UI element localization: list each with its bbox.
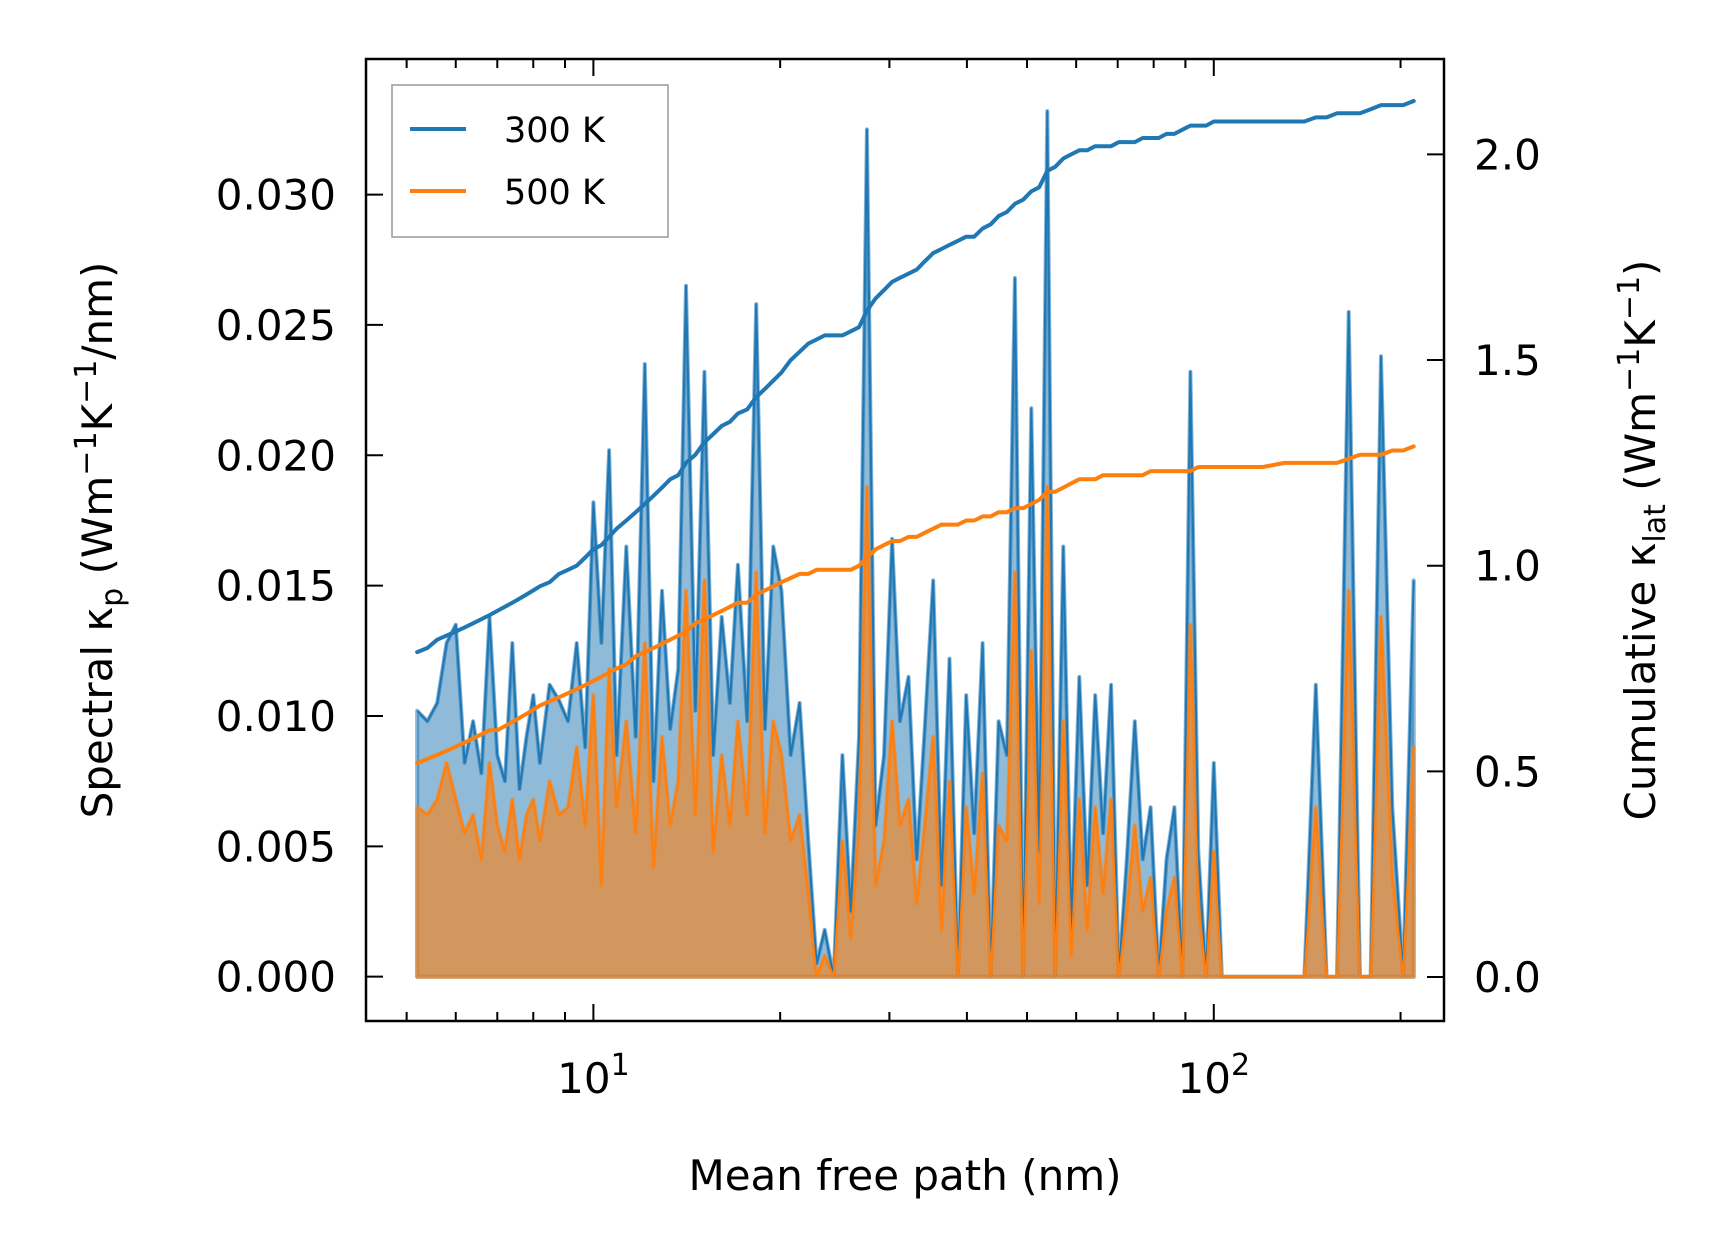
left-y-label-sup2: −1 — [69, 360, 104, 404]
left-y-label-prefix: Spectral κ — [73, 607, 122, 819]
legend-frame — [391, 84, 669, 238]
x-tick-label-exp: 1 — [611, 1048, 630, 1083]
x-tick-label-exp: 2 — [1231, 1048, 1250, 1083]
legend-label-300k: 300 K — [504, 111, 606, 151]
legend-label-500k: 500 K — [504, 173, 606, 213]
left-y-tick-label: 0.020 — [216, 431, 336, 480]
right-y-tick-label: 1.5 — [1474, 336, 1541, 385]
x-axis-label: Mean free path (nm) — [688, 1151, 1121, 1200]
left-y-label-suffix: /nm) — [73, 262, 122, 360]
cumulative-lines — [415, 99, 1416, 766]
left-y-tick-label: 0.005 — [216, 822, 336, 871]
axis-ticks: 0.000 0.005 0.010 0.015 0.020 0.025 0.030 0.0 0.… — [216, 59, 1541, 1103]
left-y-tick-label: 0.010 — [216, 692, 336, 741]
left-y-axis-label: Spectral κp (Wm−1K−1/nm) — [69, 262, 130, 819]
right-y-axis-label: Cumulative κlat (Wm−1K−1) — [1612, 260, 1673, 821]
x-tick-label: 102 — [1178, 1048, 1251, 1103]
right-y-label-mid: (Wm — [1616, 392, 1665, 504]
legend: 300 K 500 K — [391, 84, 669, 238]
cumulative-line-500k — [415, 444, 1416, 766]
right-y-label-mid2: K — [1616, 319, 1665, 348]
plot-frame — [364, 57, 1446, 1023]
right-y-label-sup2: −1 — [1612, 276, 1647, 320]
left-y-label-sup1: −1 — [69, 431, 104, 475]
right-y-tick-label: 2.0 — [1474, 130, 1541, 179]
right-y-label-sup1: −1 — [1612, 348, 1647, 392]
right-y-label-suffix: ) — [1616, 260, 1665, 276]
right-y-tick-label: 0.0 — [1474, 953, 1541, 1002]
left-y-label-mid2: K — [73, 402, 122, 431]
spectral-line-300k — [416, 110, 1415, 978]
x-tick-label-base: 10 — [557, 1054, 610, 1103]
spectral-line-500k — [416, 485, 1415, 978]
x-tick-label-base: 10 — [1178, 1054, 1231, 1103]
left-y-tick-label: 0.015 — [216, 562, 336, 611]
x-tick-label: 101 — [557, 1048, 630, 1103]
right-y-label-sub: lat — [1638, 504, 1673, 543]
left-y-label-sub: p — [95, 588, 130, 607]
left-y-label-mid: (Wm — [73, 476, 122, 588]
right-y-label-prefix: Cumulative κ — [1616, 543, 1665, 821]
cumulative-line-300k — [415, 99, 1416, 655]
right-y-tick-label: 0.5 — [1474, 747, 1541, 796]
right-y-tick-label: 1.0 — [1474, 542, 1541, 591]
left-y-tick-label: 0.025 — [216, 301, 336, 350]
left-y-tick-label: 0.030 — [216, 171, 336, 220]
spectral-lines — [416, 110, 1415, 978]
left-y-tick-label: 0.000 — [216, 953, 336, 1002]
